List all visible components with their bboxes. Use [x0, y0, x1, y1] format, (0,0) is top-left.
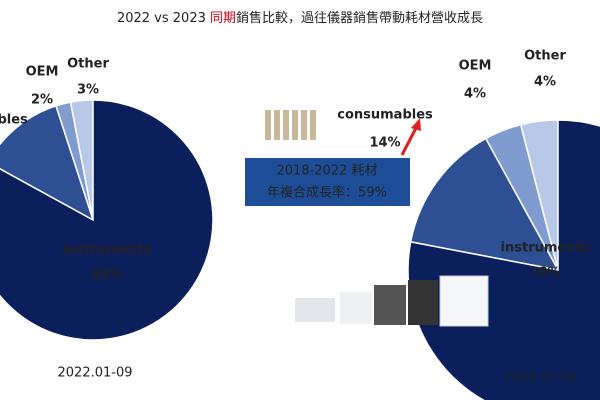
slice-label: OEM — [26, 65, 59, 80]
title-start: 2022 vs 2023 — [117, 11, 210, 26]
value-label: 14% — [369, 136, 400, 151]
slice-label: instruments — [501, 241, 590, 256]
value-label: 3% — [77, 83, 99, 98]
title-highlight: 同期 — [210, 11, 236, 26]
arrow-head — [411, 118, 421, 131]
slice-label: Other — [524, 49, 566, 64]
title-end: 銷售比較，過往儀器銷售帶動耗材營收成長 — [236, 10, 483, 26]
value-label: 83% — [91, 268, 122, 283]
pie-caption: 2023.01-09 — [503, 371, 578, 386]
pie-slice — [0, 104, 95, 222]
tubes-image — [265, 110, 316, 140]
arrow — [400, 127, 418, 156]
pie-slice — [0, 99, 214, 341]
annotation-line: 年複合成長率：59% — [267, 185, 387, 201]
annotation-box — [245, 158, 410, 206]
slice-label: consumables — [337, 108, 433, 123]
slice-label: Other — [67, 57, 109, 72]
slice-label: consumables — [0, 113, 28, 128]
pie-slice — [409, 137, 560, 272]
instruments-image — [295, 275, 489, 327]
slice-label: OEM — [459, 59, 492, 74]
value-label: 4% — [464, 87, 486, 102]
pie-caption: 2022.01-09 — [58, 366, 133, 381]
value-label: 78% — [529, 266, 560, 281]
pie-slice — [407, 119, 600, 400]
value-label: 2% — [31, 93, 53, 108]
title: 2022 vs 2023 同期銷售比較，過往儀器銷售帶動耗材營收成長 — [117, 10, 483, 26]
annotation-line: 2018-2022 耗材 — [277, 164, 378, 179]
slice-label: instruments — [63, 243, 152, 258]
value-label: 4% — [534, 75, 556, 90]
